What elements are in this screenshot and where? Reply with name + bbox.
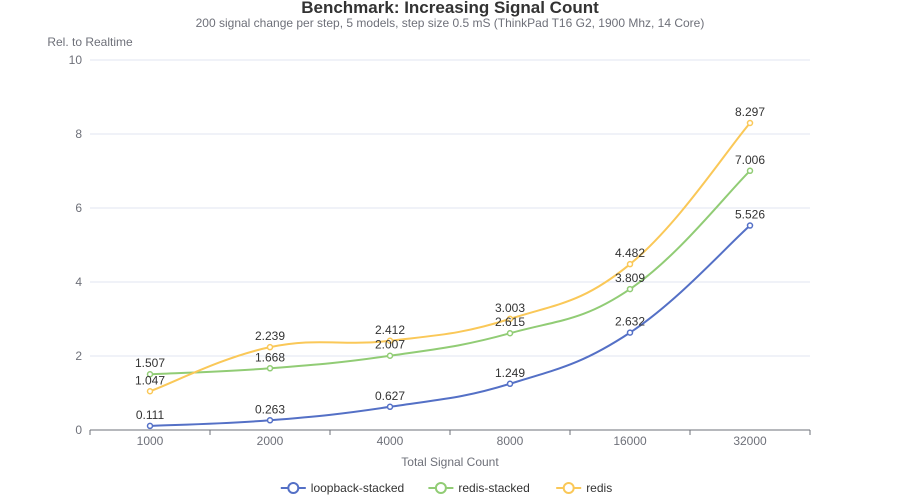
data-label: 8.297 bbox=[735, 105, 765, 119]
data-label: 0.263 bbox=[255, 402, 285, 416]
data-label: 2.007 bbox=[375, 338, 405, 352]
x-axis: 1000 2000 4000 8000 16000 32000 bbox=[89, 429, 811, 448]
data-labels: 0.111 0.263 0.627 1.249 2.632 5.526 1.507 1.668… bbox=[135, 105, 765, 422]
data-point bbox=[746, 167, 754, 175]
legend[interactable]: loopback-stacked redis-stacked redis bbox=[280, 481, 612, 495]
y-tick-label: 8 bbox=[75, 127, 82, 141]
data-label: 1.249 bbox=[495, 366, 525, 380]
x-tick-label: 8000 bbox=[497, 434, 524, 448]
data-point bbox=[266, 417, 274, 424]
data-point bbox=[386, 403, 394, 411]
series-redis bbox=[146, 119, 754, 395]
data-label: 7.006 bbox=[735, 153, 765, 167]
data-point bbox=[146, 422, 154, 430]
data-point bbox=[626, 260, 634, 268]
legend-label: loopback-stacked bbox=[311, 481, 404, 495]
x-tick-label: 4000 bbox=[377, 434, 404, 448]
chart-subtitle: 200 signal change per step, 5 models, st… bbox=[196, 16, 705, 30]
data-point bbox=[626, 285, 634, 293]
legend-label: redis bbox=[586, 481, 612, 495]
series-loopback-stacked bbox=[146, 222, 754, 430]
series-group bbox=[146, 119, 754, 430]
legend-circle-icon bbox=[562, 482, 575, 494]
series-line-redis bbox=[149, 122, 751, 393]
data-point bbox=[146, 370, 154, 378]
data-label: 1.047 bbox=[135, 373, 165, 387]
y-axis-ticks: 0 2 4 6 8 10 bbox=[69, 53, 83, 437]
data-label: 3.809 bbox=[615, 271, 645, 285]
y-tick-label: 0 bbox=[75, 423, 82, 437]
data-point bbox=[266, 365, 274, 372]
data-point bbox=[266, 343, 274, 351]
chart-title: Benchmark: Increasing Signal Count bbox=[301, 0, 599, 17]
x-axis-label: Total Signal Count bbox=[401, 455, 499, 469]
data-point bbox=[506, 329, 514, 337]
y-tick-label: 4 bbox=[75, 275, 82, 289]
data-point bbox=[386, 337, 394, 345]
series-line-loopback-stacked bbox=[149, 224, 751, 427]
x-tick-label: 1000 bbox=[137, 434, 164, 448]
data-label: 3.003 bbox=[495, 301, 525, 315]
data-point bbox=[746, 222, 754, 229]
data-label: 4.482 bbox=[615, 246, 645, 260]
data-point bbox=[506, 315, 514, 323]
data-label: 0.111 bbox=[136, 408, 165, 422]
data-label: 0.627 bbox=[375, 389, 405, 403]
x-tick-label: 2000 bbox=[257, 434, 284, 448]
data-label: 1.668 bbox=[255, 350, 285, 364]
legend-item-loopback-stacked[interactable]: loopback-stacked bbox=[280, 481, 404, 495]
data-point bbox=[386, 352, 394, 359]
y-axis-label: Rel. to Realtime bbox=[47, 35, 133, 49]
legend-circle-icon bbox=[434, 482, 447, 494]
data-label: 1.507 bbox=[135, 356, 165, 370]
data-point bbox=[746, 119, 754, 127]
series-line-redis-stacked bbox=[149, 170, 751, 376]
data-label: 2.615 bbox=[495, 315, 525, 329]
x-tick-label: 16000 bbox=[613, 434, 647, 448]
data-label: 5.526 bbox=[735, 208, 765, 222]
x-tick-label: 32000 bbox=[733, 434, 767, 448]
y-tick-label: 2 bbox=[75, 349, 82, 363]
legend-label: redis-stacked bbox=[458, 481, 529, 495]
data-label: 2.412 bbox=[375, 323, 405, 337]
data-point bbox=[626, 329, 634, 336]
legend-item-redis[interactable]: redis bbox=[556, 481, 612, 495]
data-label: 2.632 bbox=[615, 315, 645, 329]
legend-item-redis-stacked[interactable]: redis-stacked bbox=[428, 481, 530, 495]
data-label: 2.239 bbox=[255, 329, 285, 343]
data-point bbox=[146, 388, 154, 395]
grid-lines bbox=[90, 59, 810, 357]
y-tick-label: 6 bbox=[75, 201, 82, 215]
y-tick-label: 10 bbox=[69, 53, 83, 67]
data-point bbox=[506, 380, 514, 388]
legend-circle-icon bbox=[287, 482, 300, 494]
series-redis-stacked bbox=[146, 167, 754, 378]
